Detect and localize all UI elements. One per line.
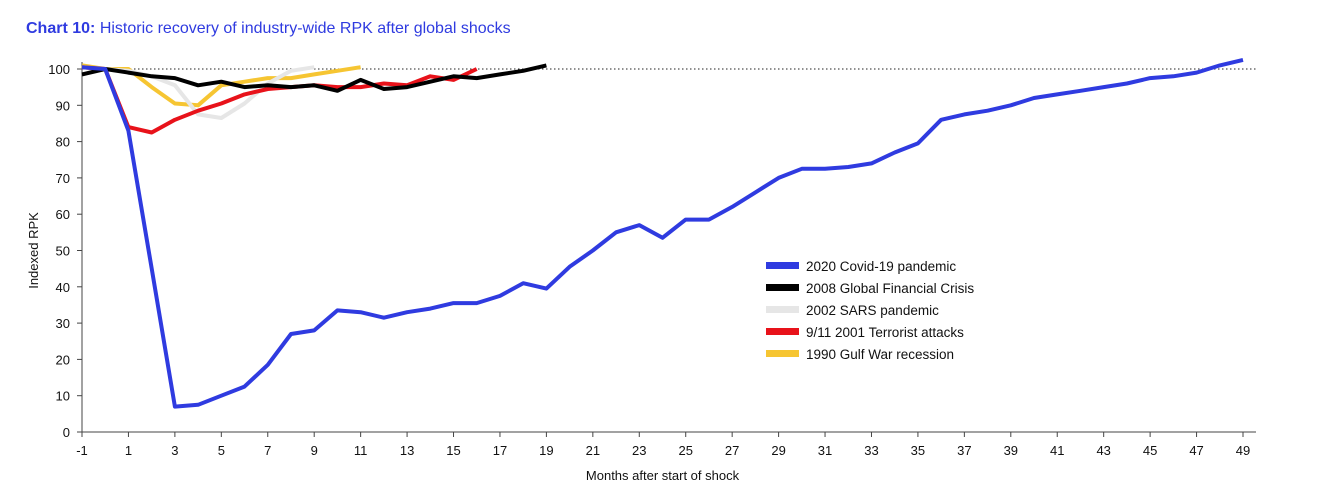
legend-label-1990-gulf-war-recession: 1990 Gulf War recession <box>806 347 954 362</box>
x-tick-label: -1 <box>76 443 88 458</box>
legend-swatch-9-11-2001-terrorist-attacks <box>766 328 799 335</box>
legend-label-2020-covid-19-pandemic: 2020 Covid-19 pandemic <box>806 259 956 274</box>
legend-label-9-11-2001-terrorist-attacks: 9/11 2001 Terrorist attacks <box>806 325 964 340</box>
y-tick-label: 50 <box>56 244 70 259</box>
y-tick-label: 90 <box>56 98 70 113</box>
x-tick-label: 27 <box>725 443 739 458</box>
x-tick-label: 47 <box>1189 443 1203 458</box>
y-tick-label: 0 <box>63 425 70 440</box>
legend-swatch-1990-gulf-war-recession <box>766 350 799 357</box>
chart-title: Chart 10: Historic recovery of industry-… <box>26 20 511 38</box>
series-line-2008-global-financial-crisis <box>81 63 547 93</box>
x-tick-label: 31 <box>818 443 832 458</box>
y-tick-label: 100 <box>48 62 70 77</box>
chart-title-text: Historic recovery of industry-wide RPK a… <box>99 20 511 37</box>
x-tick-label: 41 <box>1050 443 1064 458</box>
y-tick-label: 30 <box>56 316 70 331</box>
series-line-2020-covid-19-pandemic <box>81 57 1244 409</box>
x-tick-label: 15 <box>446 443 460 458</box>
x-axis-title: Months after start of shock <box>586 468 740 483</box>
x-tick-label: 25 <box>678 443 692 458</box>
x-tick-label: 13 <box>400 443 414 458</box>
y-tick-label: 70 <box>56 171 70 186</box>
x-tick-label: 21 <box>586 443 600 458</box>
x-tick-label: 43 <box>1096 443 1110 458</box>
legend-swatch-2020-covid-19-pandemic <box>766 262 799 269</box>
x-tick-label: 3 <box>171 443 178 458</box>
x-tick-label: 7 <box>264 443 271 458</box>
x-tick-label: 19 <box>539 443 553 458</box>
x-tick-label: 37 <box>957 443 971 458</box>
y-tick-label: 40 <box>56 280 70 295</box>
y-tick-label: 80 <box>56 135 70 150</box>
chart-title-prefix: Chart 10: <box>26 20 96 37</box>
y-tick-label: 60 <box>56 207 70 222</box>
x-tick-label: 1 <box>125 443 132 458</box>
x-tick-label: 29 <box>771 443 785 458</box>
x-tick-label: 45 <box>1143 443 1157 458</box>
x-tick-label: 49 <box>1236 443 1250 458</box>
legend-swatch-2008-global-financial-crisis <box>766 284 799 291</box>
x-tick-label: 11 <box>354 443 368 458</box>
y-axis-title: Indexed RPK <box>26 212 41 289</box>
x-tick-label: 9 <box>311 443 318 458</box>
x-tick-label: 5 <box>218 443 225 458</box>
x-tick-label: 33 <box>864 443 878 458</box>
legend: 2020 Covid-19 pandemic 2008 Global Financ… <box>766 259 974 362</box>
legend-label-2008-global-financial-crisis: 2008 Global Financial Crisis <box>806 281 974 296</box>
y-tick-label: 10 <box>56 389 70 404</box>
y-tick-label: 20 <box>56 352 70 367</box>
x-tick-label: 17 <box>493 443 507 458</box>
legend-label-2002-sars-pandemic: 2002 SARS pandemic <box>806 303 939 318</box>
x-tick-label: 35 <box>911 443 925 458</box>
x-tick-label: 39 <box>1004 443 1018 458</box>
x-tick-label: 23 <box>632 443 646 458</box>
legend-swatch-2002-sars-pandemic <box>766 306 799 313</box>
series-lines <box>81 57 1244 409</box>
